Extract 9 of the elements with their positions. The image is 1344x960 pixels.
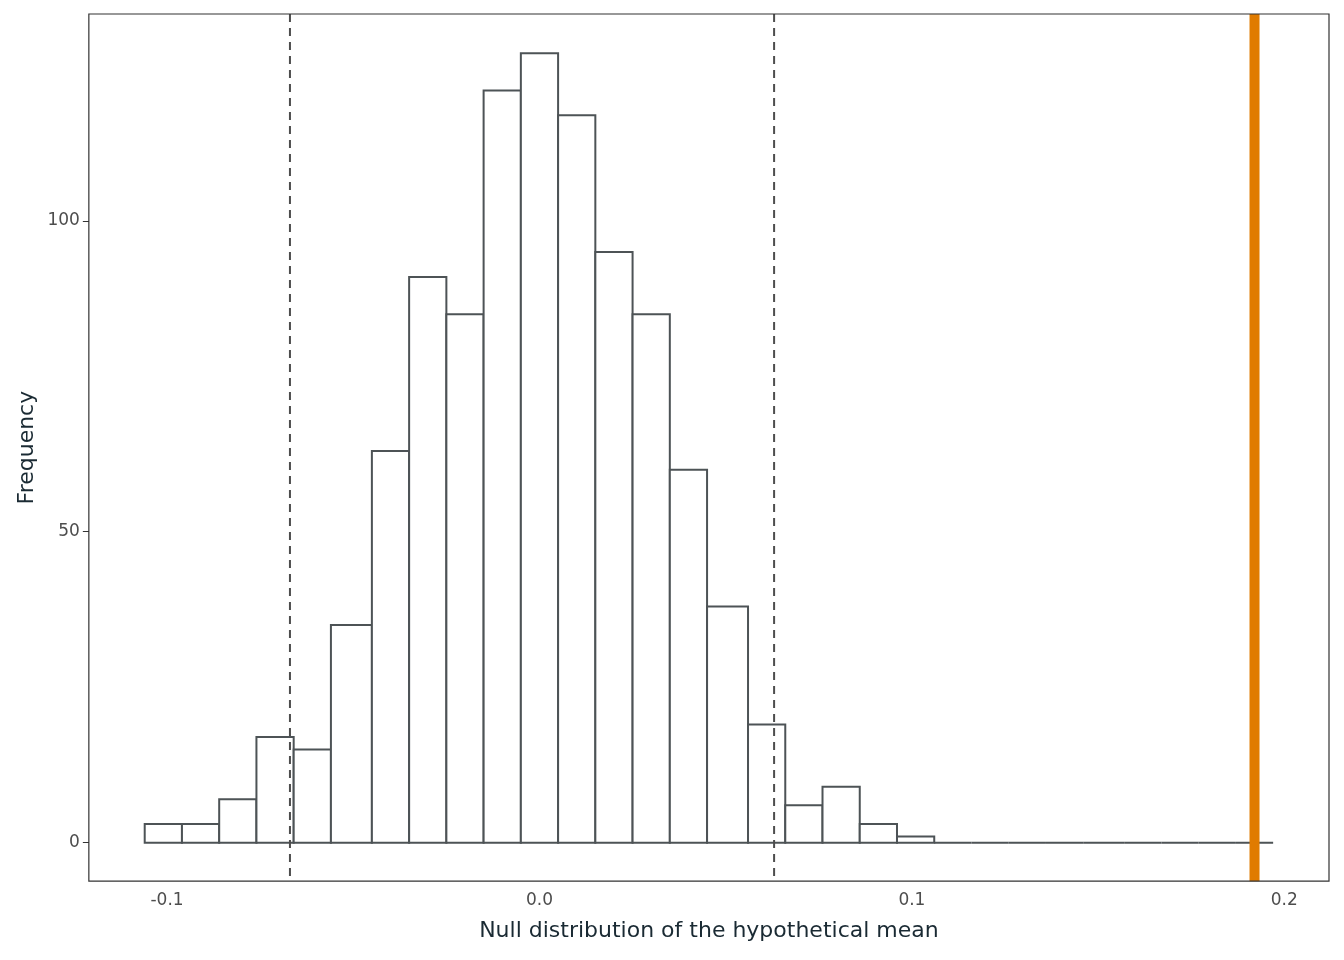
x-tick-label: 0.2: [1270, 888, 1298, 909]
x-tick-label: 0.0: [525, 888, 553, 909]
x-axis-title: Null distribution of the hypothetical mean: [479, 916, 939, 942]
y-tick-label: 100: [47, 209, 80, 230]
x-tick-label: 0.1: [898, 888, 926, 909]
y-tick-label: 0: [69, 831, 80, 852]
x-tick-label: -0.1: [150, 888, 184, 909]
y-tick-label: 50: [58, 520, 80, 541]
y-axis-title: Frequency: [12, 390, 38, 505]
